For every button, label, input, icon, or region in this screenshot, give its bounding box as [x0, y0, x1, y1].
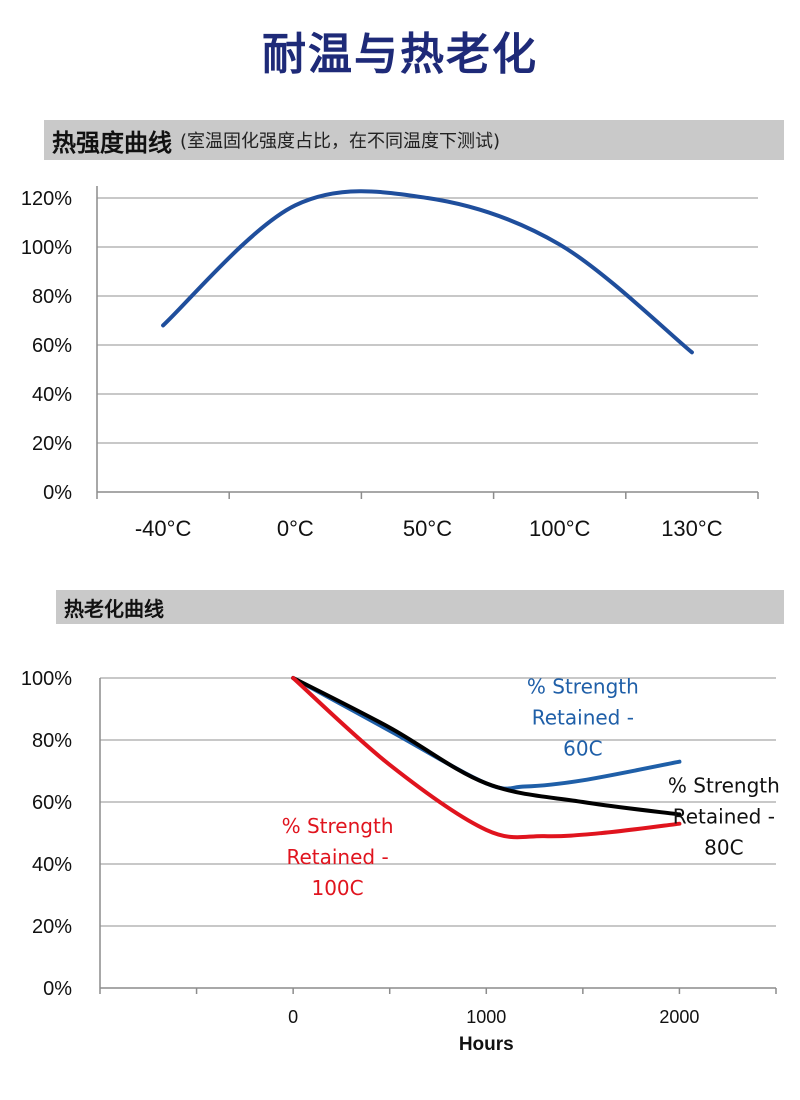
y-tick-label: 0%	[43, 482, 72, 504]
section-title: 热强度曲线	[52, 128, 172, 157]
series-label: % Strength	[527, 675, 639, 699]
series-label: % Strength	[282, 814, 394, 838]
y-tick-label: 0%	[43, 978, 72, 1000]
series-label: 60C	[563, 737, 602, 761]
y-tick-label: 40%	[32, 384, 72, 406]
series-line	[291, 676, 682, 840]
y-tick-label: 20%	[32, 916, 72, 938]
x-tick-label: 1000	[466, 1007, 506, 1027]
page-title: 耐温与热老化	[262, 29, 538, 80]
series-label: Retained -	[286, 845, 388, 869]
section-subtitle: (室温固化强度占比，在不同温度下测试)	[180, 131, 501, 152]
heat-strength-chart: 0% 20% 40% 60% 80% 100% 120% -40°C 0°C 50°C 100°C 1…	[21, 186, 759, 541]
section-header-heat-strength: 热强度曲线 (室温固化强度占比，在不同温度下测试)	[44, 120, 784, 160]
x-axis-label: Hours	[459, 1034, 514, 1055]
y-tick-label: 20%	[32, 433, 72, 455]
x-tick-label: 130°C	[661, 516, 723, 541]
x-tick-label: 2000	[659, 1007, 699, 1027]
x-tick-label: -40°C	[135, 516, 192, 541]
y-tick-label: 120%	[21, 188, 72, 210]
y-tick-label: 60%	[32, 792, 72, 814]
y-tick-label: 100%	[21, 668, 72, 690]
y-tick-label: 40%	[32, 854, 72, 876]
y-tick-label: 80%	[32, 730, 72, 752]
series-line	[291, 676, 682, 817]
series-label: Retained -	[532, 706, 634, 730]
series-line	[161, 189, 694, 355]
y-tick-label: 80%	[32, 286, 72, 308]
x-tick-label: 50°C	[403, 516, 452, 541]
series-label: % Strength	[668, 774, 780, 798]
series-label: Retained -	[673, 805, 775, 829]
series-label: 80C	[704, 836, 743, 860]
x-tick-label: 100°C	[529, 516, 591, 541]
x-tick-label: 0°C	[277, 516, 314, 541]
heat-aging-chart: 0% 20% 40% 60% 80% 100% 0 1000 2000 Hours % Streng…	[21, 668, 780, 1055]
x-tick-label: 0	[288, 1007, 298, 1027]
section-header-heat-aging: 热老化曲线	[56, 590, 784, 624]
section-title: 热老化曲线	[64, 596, 164, 621]
y-tick-label: 60%	[32, 335, 72, 357]
series-label: 100C	[311, 876, 363, 900]
y-tick-label: 100%	[21, 237, 72, 259]
